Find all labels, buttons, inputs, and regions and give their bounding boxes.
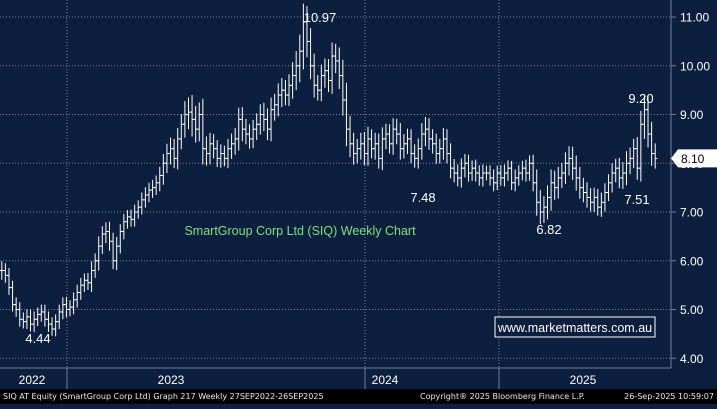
x-tick-label: 2024 — [372, 373, 399, 387]
price-bars — [0, 3, 658, 337]
last-price-marker: 8.10 — [671, 149, 717, 168]
y-tick-label: 10.00 — [680, 59, 710, 73]
price-annotation: 7.48 — [410, 190, 435, 205]
x-tick-label: 2022 — [19, 373, 46, 387]
y-tick-label: 5.00 — [680, 303, 704, 317]
price-annotations: 10.97 4.44 7.48 6.82 9.20 7.51 — [25, 10, 653, 346]
y-tick-label: 7.00 — [680, 206, 704, 220]
ohlc-bar — [653, 143, 658, 169]
y-tick-label: 9.00 — [680, 108, 704, 122]
last-price-label: 8.10 — [681, 152, 705, 166]
price-annotation: 7.51 — [624, 192, 649, 207]
x-tick-label: 2025 — [570, 373, 597, 387]
footer-security-info: SIQ AT Equity (SmartGroup Corp Ltd) Grap… — [3, 392, 324, 401]
price-annotation: 10.97 — [304, 10, 337, 25]
chart-title: SmartGroup Corp Ltd (SIQ) Weekly Chart — [184, 224, 416, 238]
x-tick-label: 2023 — [158, 373, 185, 387]
y-tick-label: 6.00 — [680, 254, 704, 268]
y-tick-label: 11.00 — [680, 11, 709, 25]
footer-band — [0, 389, 717, 404]
watermark-box[interactable]: www.marketmatters.com.au — [494, 316, 656, 338]
x-axis-band — [0, 368, 717, 389]
price-annotation: 6.82 — [536, 222, 561, 237]
y-tick-label: 4.00 — [680, 352, 704, 366]
watermark-url[interactable]: www.marketmatters.com.au — [497, 321, 652, 335]
gridlines — [0, 0, 671, 368]
price-annotation: 9.20 — [628, 91, 653, 106]
footer-timestamp: 26-Sep-2025 10:59:07 — [624, 392, 714, 401]
price-annotation: 4.44 — [25, 331, 50, 346]
x-axis: 2022 2023 2024 2025 — [19, 368, 597, 389]
last-price-box — [671, 149, 717, 168]
footer-copyright: Copyright® 2025 Bloomberg Finance L.P. — [420, 392, 585, 401]
